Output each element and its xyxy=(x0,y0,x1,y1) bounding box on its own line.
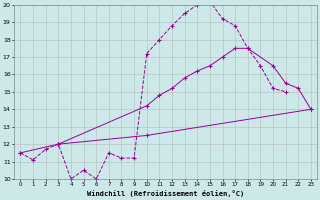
X-axis label: Windchill (Refroidissement éolien,°C): Windchill (Refroidissement éolien,°C) xyxy=(87,190,244,197)
